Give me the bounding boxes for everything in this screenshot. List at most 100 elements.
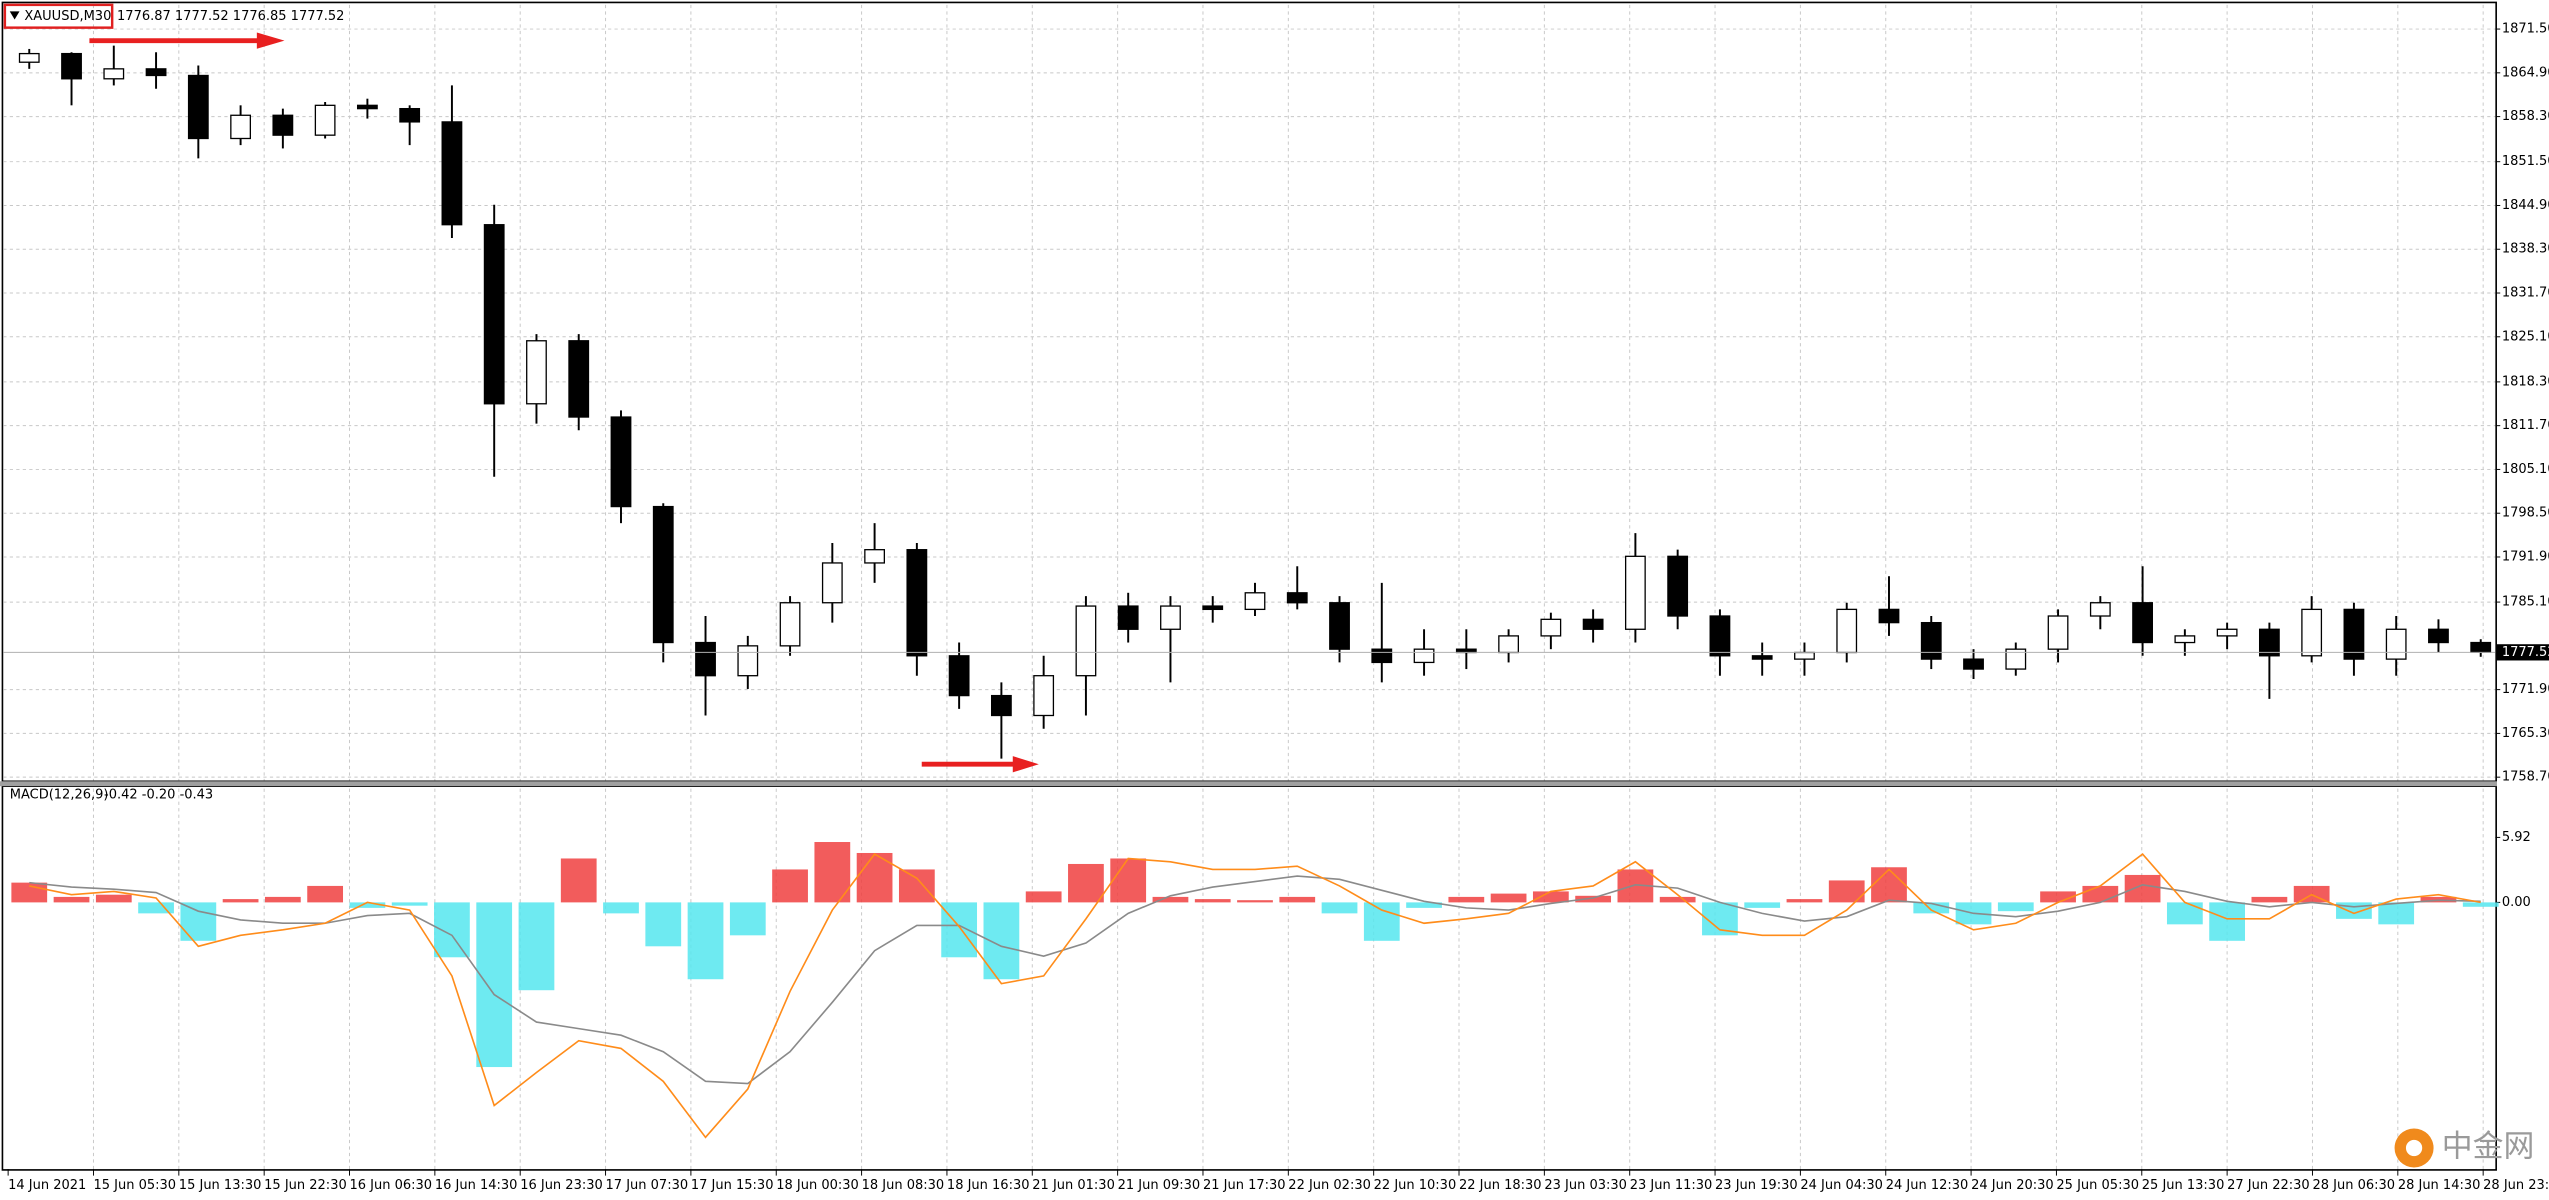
- candle-body: [441, 121, 463, 226]
- x-tick-label: 24 Jun 04:30: [1800, 1178, 1883, 1193]
- histogram-bar: [2166, 902, 2203, 925]
- histogram-bar: [264, 896, 301, 903]
- histogram-bar: [518, 902, 555, 991]
- histogram-bar: [2124, 874, 2161, 903]
- histogram-bar: [898, 869, 935, 903]
- histogram-bar: [814, 842, 851, 903]
- histogram-bar: [180, 902, 217, 941]
- candle-body: [2132, 602, 2153, 644]
- y-tick-label: 5.92: [2502, 830, 2531, 845]
- x-tick-label: 18 Jun 08:30: [862, 1178, 945, 1193]
- y-tick-label: 1765.30: [2502, 726, 2549, 741]
- histogram-bar: [95, 894, 132, 903]
- watermark: 中金网: [2442, 1128, 2535, 1164]
- candle-body: [356, 104, 378, 110]
- y-tick-label: 0.00: [2502, 895, 2531, 910]
- candle-body: [2385, 628, 2407, 660]
- histogram-bar: [1194, 899, 1231, 903]
- candle-body: [864, 549, 885, 564]
- histogram-bar: [476, 902, 513, 1068]
- histogram-bar: [1448, 896, 1485, 903]
- candle-body: [2343, 608, 2365, 660]
- histogram-bar: [603, 902, 639, 914]
- candle-body: [145, 68, 167, 77]
- x-tick-label: 17 Jun 15:30: [691, 1178, 774, 1193]
- candle-body: [948, 655, 970, 697]
- candle-body: [568, 340, 590, 418]
- histogram-bar: [434, 902, 470, 958]
- histogram-bar: [1490, 893, 1527, 903]
- x-tick-label: 18 Jun 00:30: [776, 1178, 859, 1193]
- y-tick-label: 1858.30: [2502, 109, 2549, 124]
- candle-body: [1624, 555, 1646, 630]
- current-price-box: [2496, 644, 2549, 661]
- candle-body: [103, 68, 125, 80]
- histogram-bar: [53, 896, 90, 903]
- candle-body: [610, 416, 632, 508]
- candle-body: [483, 224, 505, 405]
- x-tick-label: 14 Jun 2021: [8, 1178, 86, 1193]
- candle-body: [1582, 618, 1604, 630]
- candle-body: [526, 340, 547, 405]
- x-tick-label: 15 Jun 13:30: [179, 1178, 262, 1193]
- histogram-bar: [2462, 902, 2499, 907]
- histogram-bar: [1406, 902, 1442, 908]
- x-tick-label: 22 Jun 02:30: [1288, 1178, 1371, 1193]
- candle-body: [2089, 602, 2111, 617]
- y-tick-label: 1798.50: [2502, 506, 2549, 521]
- macd-readout: -0.42 -0.20 -0.43: [104, 788, 213, 803]
- candle-body: [61, 52, 82, 80]
- histogram-bar: [1279, 896, 1316, 903]
- candle-body: [1751, 655, 1773, 660]
- x-tick-label: 27 Jun 22:30: [2227, 1178, 2310, 1193]
- candle-body: [187, 74, 209, 140]
- candle-body: [990, 694, 1012, 717]
- candle-body: [1329, 602, 1350, 650]
- histogram-bar: [2040, 891, 2076, 903]
- x-tick-label: 28 Jun 06:30: [2312, 1178, 2395, 1193]
- histogram-bar: [1913, 902, 1950, 914]
- y-tick-label: 1811.70: [2502, 418, 2549, 433]
- histogram-bar: [349, 902, 386, 908]
- candle-body: [1920, 621, 1942, 660]
- x-tick-label: 15 Jun 22:30: [264, 1178, 347, 1193]
- panel-separator: [0, 781, 2497, 787]
- histogram-bar: [1532, 891, 1569, 903]
- histogram-bar: [1575, 895, 1612, 903]
- x-tick-label: 23 Jun 03:30: [1544, 1178, 1627, 1193]
- watermark-logo-inner: [2405, 1139, 2423, 1157]
- candle-body: [2301, 608, 2323, 657]
- y-tick-label: 1758.70: [2502, 770, 2549, 785]
- y-tick-label: 1871.50: [2502, 22, 2549, 37]
- candle-body: [1413, 648, 1435, 664]
- y-tick-label: 1771.90: [2502, 682, 2549, 697]
- symbol-dropdown[interactable]: [9, 11, 20, 20]
- x-tick-label: 22 Jun 18:30: [1459, 1178, 1542, 1193]
- candle-body: [2216, 628, 2238, 637]
- histogram-bar: [1997, 902, 2034, 912]
- histogram-bar: [729, 902, 766, 936]
- histogram-bar: [941, 902, 978, 958]
- signal-line: [29, 875, 2481, 1085]
- x-tick-label: 16 Jun 23:30: [520, 1178, 603, 1193]
- candle-body: [1117, 605, 1139, 630]
- candle-body: [1371, 648, 1393, 664]
- candle-body: [779, 602, 801, 647]
- candle-body: [695, 641, 716, 677]
- x-tick-label: 25 Jun 13:30: [2142, 1178, 2225, 1193]
- y-tick-label: 1851.50: [2502, 154, 2549, 169]
- candle-body: [1794, 651, 1815, 660]
- histogram-bar: [1110, 858, 1147, 903]
- histogram-bar: [1025, 891, 1062, 903]
- candle-body: [1878, 608, 1900, 624]
- histogram-bar: [645, 902, 682, 947]
- candle-body: [2047, 615, 2069, 650]
- x-tick-label: 17 Jun 07:30: [606, 1178, 689, 1193]
- histogram-bar: [1152, 896, 1189, 903]
- x-tick-label: 23 Jun 19:30: [1715, 1178, 1798, 1193]
- x-tick-label: 24 Jun 20:30: [1971, 1178, 2054, 1193]
- y-tick-label: 1825.10: [2502, 329, 2549, 344]
- y-tick-label: 1864.90: [2502, 65, 2549, 80]
- x-tick-label: 22 Jun 10:30: [1374, 1178, 1457, 1193]
